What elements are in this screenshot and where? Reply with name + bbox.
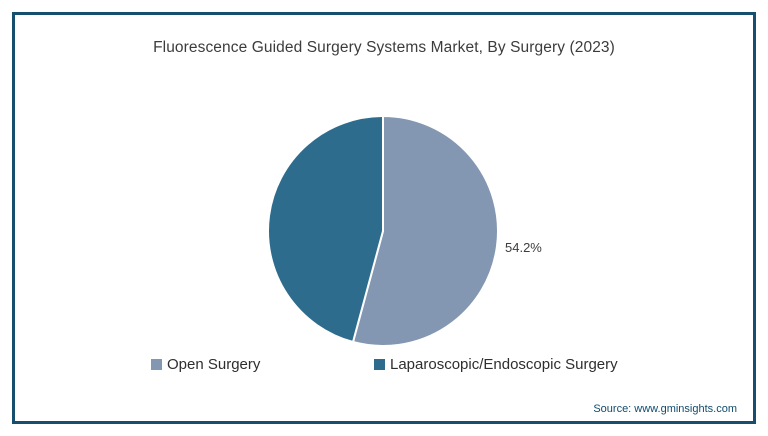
data-label-open-surgery-percent: 54.2%	[505, 240, 542, 255]
legend-label-open-surgery: Open Surgery	[167, 356, 261, 373]
source-attribution: Source: www.gminsights.com	[593, 403, 737, 415]
legend-item-laparoscopic-endoscopic-surgery[interactable]: Laparoscopic/Endoscopic Surgery	[374, 356, 618, 373]
pie-chart	[263, 111, 503, 351]
legend-marker-laparoscopic-endoscopic-surgery	[374, 359, 385, 370]
pie-chart-svg	[267, 115, 499, 347]
pie-slice-laparoscopic-endoscopic-surgery[interactable]	[267, 115, 384, 344]
chart-frame-border	[12, 12, 756, 424]
legend-item-open-surgery[interactable]: Open Surgery	[151, 356, 260, 373]
pie-slice-open-surgery[interactable]	[352, 115, 499, 347]
legend-marker-open-surgery	[151, 359, 162, 370]
chart-title: Fluorescence Guided Surgery Systems Mark…	[153, 39, 615, 56]
legend-label-laparoscopic-endoscopic-surgery: Laparoscopic/Endoscopic Surgery	[390, 356, 618, 373]
